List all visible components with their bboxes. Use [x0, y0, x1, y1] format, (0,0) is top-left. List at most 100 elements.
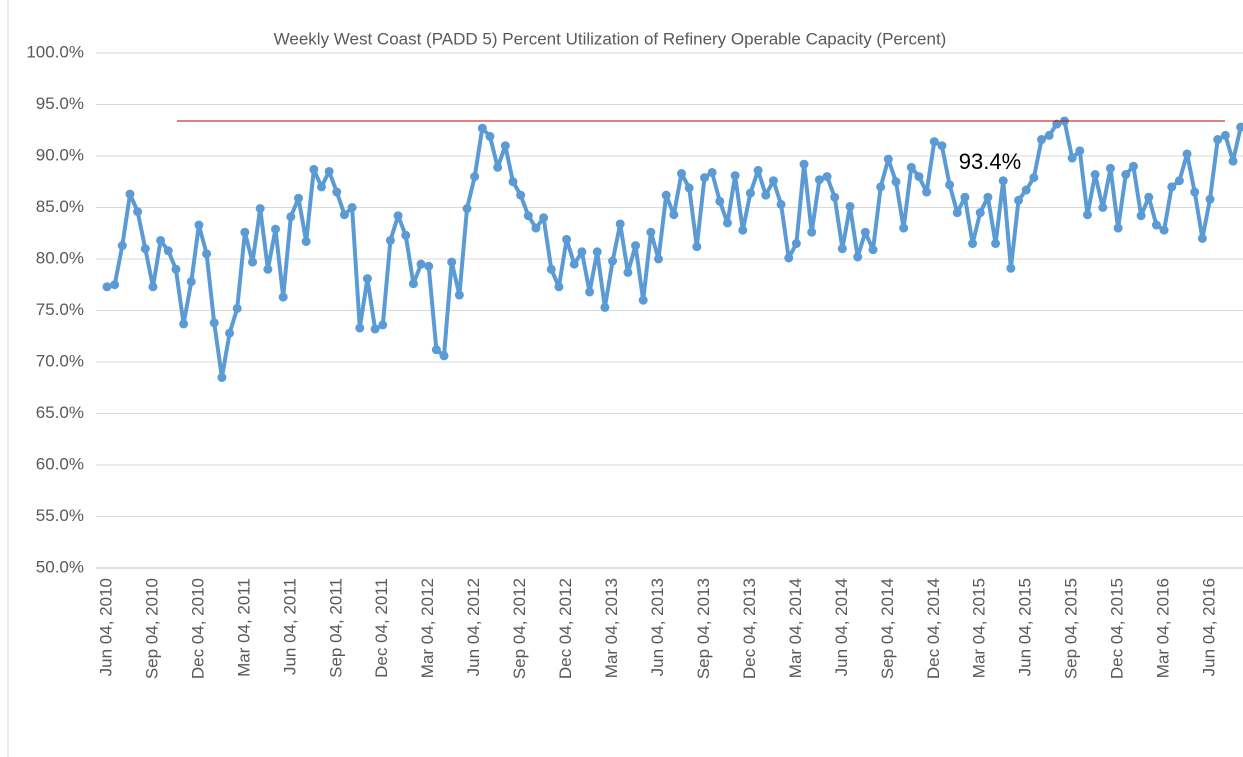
data-point — [1151, 220, 1161, 230]
data-point — [730, 171, 740, 181]
data-point — [125, 189, 135, 199]
data-point — [585, 287, 595, 297]
data-point — [608, 256, 618, 266]
data-point — [822, 172, 832, 182]
data-point — [179, 319, 189, 329]
data-point — [830, 192, 840, 202]
data-point — [470, 172, 480, 182]
data-point — [562, 234, 572, 244]
data-point — [110, 280, 120, 290]
chart-title: Weekly West Coast (PADD 5) Percent Utili… — [274, 29, 947, 48]
data-point — [753, 165, 763, 175]
data-point — [1082, 210, 1092, 220]
data-point — [1182, 149, 1192, 159]
data-point — [998, 176, 1008, 186]
x-tick-label: Jun 04, 2013 — [648, 578, 667, 676]
data-point — [500, 141, 510, 151]
data-point — [248, 257, 258, 267]
data-point — [975, 208, 985, 218]
data-point — [592, 247, 602, 257]
data-point — [937, 141, 947, 151]
x-tick-label: Sep 04, 2010 — [142, 578, 161, 679]
reference-label: 93.4% — [959, 149, 1021, 174]
data-point — [546, 264, 556, 274]
data-point — [1105, 163, 1115, 173]
data-point — [531, 223, 541, 233]
data-point — [661, 190, 671, 200]
data-point — [791, 239, 801, 249]
data-point — [1121, 170, 1131, 180]
data-point — [1236, 122, 1243, 132]
data-point — [868, 245, 878, 255]
data-point — [1144, 192, 1154, 202]
y-tick-label: 95.0% — [36, 94, 84, 113]
data-point — [945, 180, 955, 190]
data-point — [1037, 135, 1047, 145]
data-point — [408, 279, 418, 289]
x-tick-label: Dec 04, 2014 — [924, 578, 943, 679]
data-point — [332, 187, 342, 197]
data-point — [378, 320, 388, 330]
data-point — [883, 154, 893, 164]
data-point — [1228, 156, 1238, 166]
data-point — [1044, 130, 1054, 140]
x-tick-label: Mar 04, 2015 — [970, 578, 989, 678]
y-tick-label: 100.0% — [26, 42, 84, 61]
data-point — [768, 176, 778, 186]
data-point — [845, 201, 855, 211]
data-point — [294, 193, 303, 203]
data-point — [477, 123, 487, 133]
x-tick-label: Sep 04, 2013 — [694, 578, 713, 679]
data-point — [225, 328, 235, 338]
data-point — [776, 199, 786, 209]
data-point — [1006, 263, 1016, 273]
data-point — [263, 264, 273, 274]
data-point — [271, 224, 281, 234]
x-tick-label: Jun 04, 2016 — [1200, 578, 1219, 676]
data-point — [309, 164, 319, 174]
data-point — [286, 212, 296, 222]
data-point — [876, 182, 886, 192]
data-point — [1197, 233, 1207, 243]
y-tick-label: 75.0% — [36, 300, 84, 319]
x-tick-label: Jun 04, 2011 — [280, 578, 299, 675]
x-tick-label: Mar 04, 2016 — [1154, 578, 1173, 678]
data-point — [370, 324, 380, 334]
data-point — [194, 220, 204, 230]
data-point — [439, 351, 449, 361]
data-point — [102, 282, 112, 292]
data-point — [707, 167, 717, 177]
data-point — [1075, 146, 1085, 156]
data-point — [1098, 203, 1108, 212]
data-point — [462, 204, 472, 214]
y-tick-label: 50.0% — [36, 557, 84, 576]
data-point — [738, 225, 748, 235]
data-point — [677, 169, 686, 179]
data-point — [1136, 211, 1146, 221]
y-tick-label: 65.0% — [36, 403, 84, 422]
data-point — [516, 190, 526, 200]
data-point — [922, 187, 932, 197]
x-tick-label: Dec 04, 2013 — [740, 578, 759, 679]
data-point — [1220, 130, 1230, 140]
data-point — [906, 162, 916, 172]
x-tick-label: Sep 04, 2012 — [510, 578, 529, 679]
data-point — [1174, 176, 1184, 186]
data-point — [1067, 153, 1077, 163]
y-tick-label: 80.0% — [36, 248, 84, 267]
data-point — [631, 241, 641, 251]
x-tick-label: Mar 04, 2012 — [418, 578, 437, 678]
data-point — [952, 208, 962, 218]
data-point — [799, 159, 809, 169]
data-point — [807, 227, 817, 237]
data-point — [255, 204, 265, 214]
data-point — [156, 235, 166, 245]
data-point — [654, 254, 664, 264]
data-point — [148, 282, 158, 292]
data-point — [784, 253, 794, 263]
data-point — [140, 244, 150, 254]
data-point — [1159, 225, 1169, 235]
data-point — [454, 290, 464, 300]
data-point — [278, 292, 288, 302]
data-point — [301, 236, 311, 246]
